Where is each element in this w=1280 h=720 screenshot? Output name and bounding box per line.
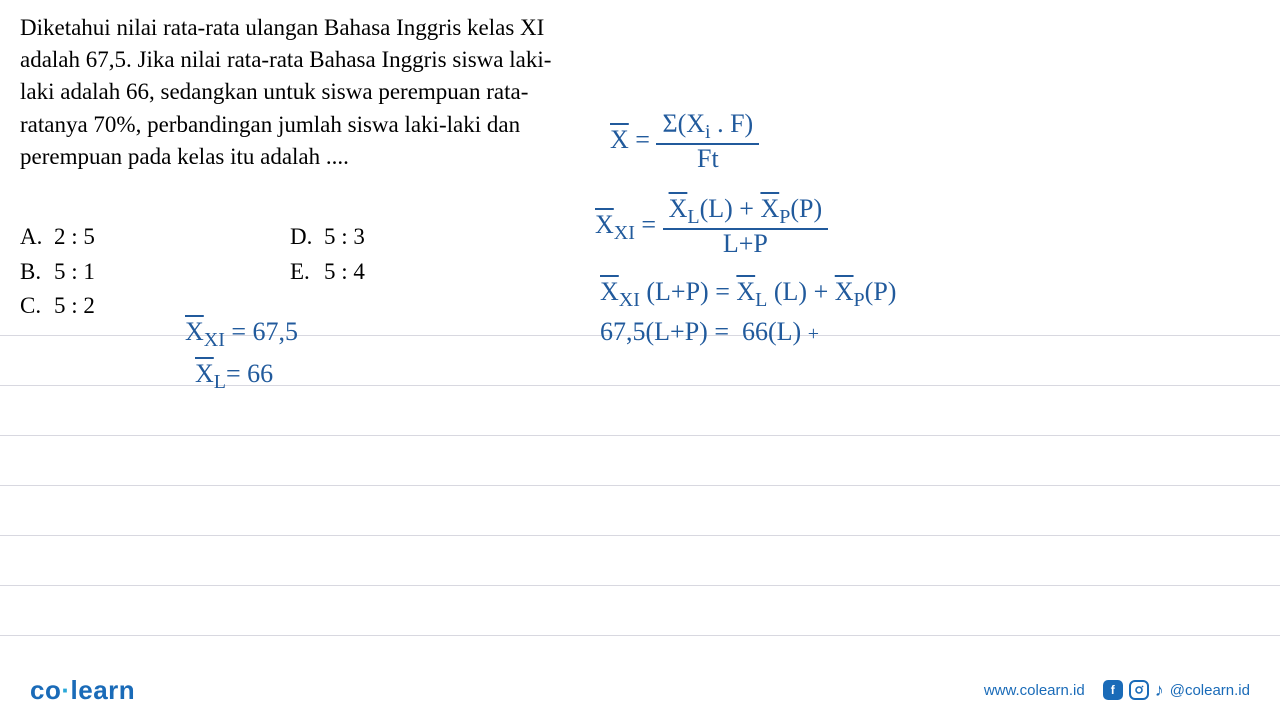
facebook-icon[interactable]: f bbox=[1103, 680, 1123, 700]
footer-url[interactable]: www.colearn.id bbox=[984, 682, 1085, 699]
handwriting-eq1: XXI = XL(L) + XP(P) L+P bbox=[595, 195, 828, 259]
handwriting-eq3: 67,5(L+P) = 66(L) + bbox=[600, 318, 819, 347]
formula-num: Σ(Xi . F) bbox=[656, 110, 759, 145]
tiktok-icon[interactable]: ♪ bbox=[1155, 680, 1164, 701]
option-e: E.5 : 4 bbox=[290, 255, 490, 290]
option-c-value: 5 : 2 bbox=[54, 293, 95, 318]
option-e-value: 5 : 4 bbox=[324, 259, 365, 284]
ruled-line bbox=[0, 435, 1280, 436]
hw-left-2-val: = 66 bbox=[226, 359, 273, 388]
footer: co·learn www.colearn.id f ♪ @colearn.id bbox=[0, 660, 1280, 720]
social-links: f ♪ @colearn.id bbox=[1103, 680, 1250, 701]
logo-part2: learn bbox=[71, 675, 136, 705]
option-a: A.2 : 5 bbox=[20, 220, 290, 255]
question-text: Diketahui nilai rata-rata ulangan Bahasa… bbox=[20, 12, 560, 173]
handwriting-eq2: XXI (L+P) = XL (L) + XP(P) bbox=[600, 278, 896, 311]
footer-right: www.colearn.id f ♪ @colearn.id bbox=[984, 680, 1250, 701]
logo-part1: co bbox=[30, 675, 61, 705]
handwriting-left-1: XXI = 67,5 bbox=[185, 318, 298, 351]
handwriting-left-2: XL= 66 bbox=[195, 360, 273, 393]
option-b: B.5 : 1 bbox=[20, 255, 290, 290]
page-root: Diketahui nilai rata-rata ulangan Bahasa… bbox=[0, 0, 1280, 720]
hw-left-1-val: = 67,5 bbox=[231, 317, 298, 346]
ruled-line bbox=[0, 485, 1280, 486]
option-d-value: 5 : 3 bbox=[324, 224, 365, 249]
ruled-line bbox=[0, 385, 1280, 386]
option-b-value: 5 : 1 bbox=[54, 259, 95, 284]
ruled-line bbox=[0, 535, 1280, 536]
brand-logo: co·learn bbox=[30, 675, 135, 706]
logo-dot: · bbox=[61, 675, 70, 705]
eq1-num: XL(L) + XP(P) bbox=[663, 195, 829, 230]
option-a-value: 2 : 5 bbox=[54, 224, 95, 249]
ruled-line bbox=[0, 635, 1280, 636]
handwriting-formula: X = Σ(Xi . F) Ft bbox=[610, 110, 759, 174]
instagram-icon[interactable] bbox=[1129, 680, 1149, 700]
eq1-den: L+P bbox=[663, 230, 829, 259]
answer-options: A.2 : 5 B.5 : 1 C.5 : 2 D.5 : 3 E.5 : 4 bbox=[20, 220, 490, 324]
ruled-line bbox=[0, 585, 1280, 586]
social-handle[interactable]: @colearn.id bbox=[1170, 682, 1250, 699]
content-area: Diketahui nilai rata-rata ulangan Bahasa… bbox=[0, 0, 1280, 640]
option-d: D.5 : 3 bbox=[290, 220, 490, 255]
formula-den: Ft bbox=[656, 145, 759, 174]
